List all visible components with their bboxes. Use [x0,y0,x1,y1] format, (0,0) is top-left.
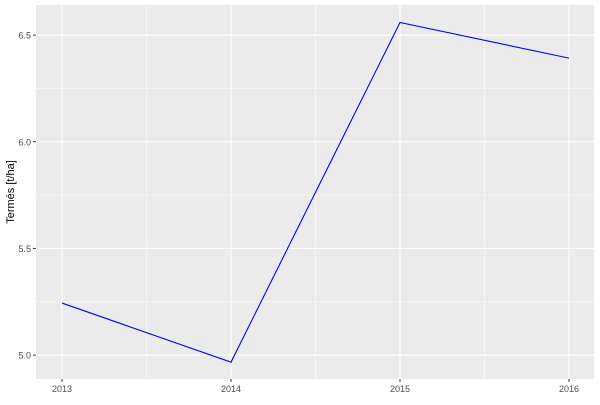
y-tick-label: 6.5 [18,31,31,41]
x-tick-label: 2013 [52,384,72,394]
y-axis-label: Termés [t/ha] [5,160,17,224]
y-tick-label: 5.0 [18,351,31,361]
x-tick-label: 2016 [559,384,579,394]
y-tick-label: 6.0 [18,137,31,147]
x-tick-label: 2014 [221,384,241,394]
y-tick-label: 5.5 [18,244,31,254]
x-tick-label: 2015 [390,384,410,394]
